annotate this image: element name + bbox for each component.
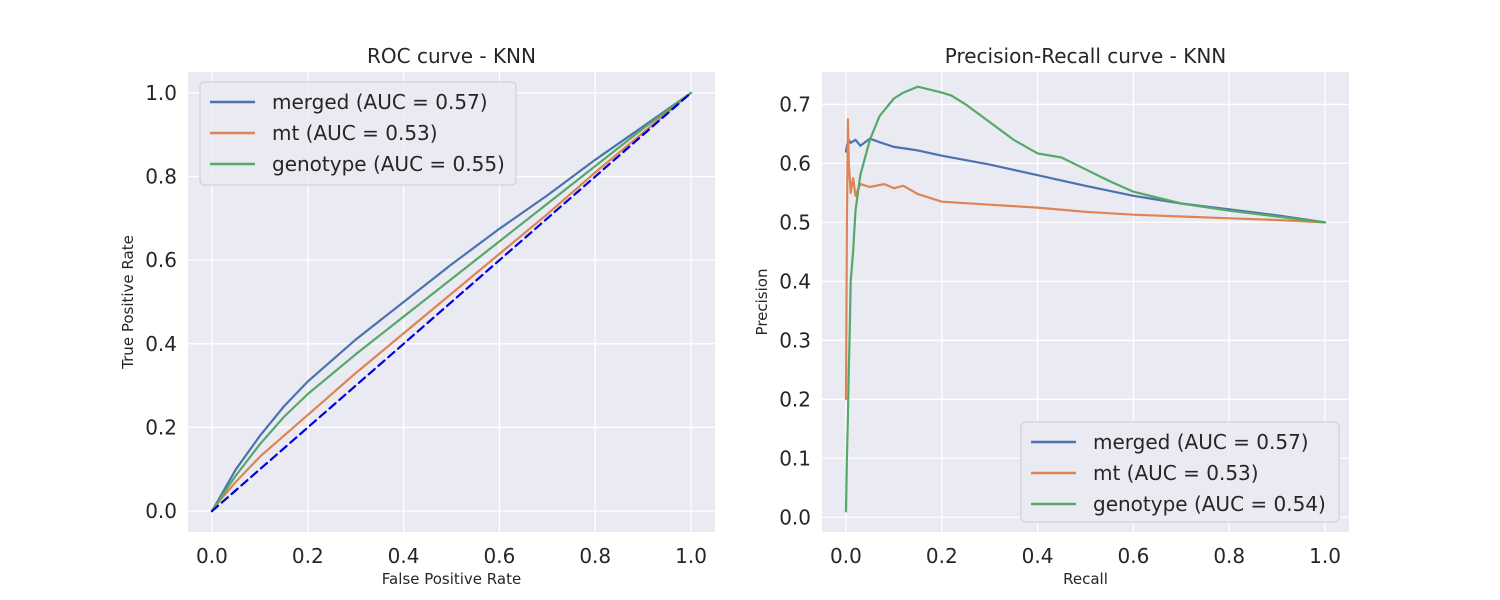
pr-ytick-label: 0.5 (779, 210, 811, 234)
roc-xtick-label: 1.0 (675, 544, 707, 568)
pr-series-2-line (844, 85, 1327, 513)
pr-ytick-label: 0.2 (779, 387, 811, 411)
roc-legend-label: genotype (AUC = 0.55) (272, 152, 505, 176)
pr-xtick-label: 0.6 (1118, 544, 1150, 568)
roc-title: ROC curve - KNN (367, 44, 536, 68)
pr-legend-label: merged (AUC = 0.57) (1093, 430, 1309, 454)
roc-ytick-label: 1.0 (145, 81, 177, 105)
pr-ytick-label: 0.1 (779, 446, 811, 470)
pr-legend-box (1020, 421, 1340, 523)
pr-xtick-label: 0.4 (1022, 544, 1054, 568)
roc-xtick-label: 0.2 (292, 544, 324, 568)
pr-legend-label: genotype (AUC = 0.54) (1093, 492, 1326, 516)
roc-ytick-label: 0.8 (145, 165, 177, 189)
pr-xtick-label: 0.2 (926, 544, 958, 568)
pr-ticks: 0.0 0.2 0.4 0.6 0.8 1.0 0.0 0.1 0.2 0.3 0.4 0.5 0.6 0… (779, 92, 1341, 568)
pr-legend-label: mt (AUC = 0.53) (1093, 461, 1259, 485)
pr-xtick-label: 0.0 (830, 544, 862, 568)
pr-ytick-label: 0.7 (779, 92, 811, 116)
roc-ytick-label: 0.6 (145, 248, 177, 272)
roc-series-0-line (210, 91, 693, 513)
roc-legend-box (199, 81, 517, 186)
roc-series-2-line (210, 91, 693, 513)
pr-xtick-label: 1.0 (1309, 544, 1341, 568)
roc-legend-label: merged (AUC = 0.57) (272, 90, 488, 114)
roc-legend: merged (AUC = 0.57) mt (AUC = 0.53) genoty… (199, 81, 517, 186)
pr-series-1-line (844, 118, 1327, 401)
pr-chart: 0.0 0.2 0.4 0.6 0.8 1.0 0.0 0.1 0.2 0.3 0.4 0.5 0.6 0… (753, 44, 1349, 588)
pr-ylabel: Precision (753, 269, 771, 336)
pr-xtick-label: 0.8 (1213, 544, 1245, 568)
roc-series-1-line (210, 91, 693, 513)
roc-xtick-label: 0.4 (388, 544, 420, 568)
roc-chart: 0.0 0.2 0.4 0.6 0.8 1.0 0.0 0.2 0.4 0.6 0.8 1.0 ROC… (119, 44, 715, 588)
pr-xlabel: Recall (1063, 570, 1108, 588)
pr-ytick-label: 0.3 (779, 328, 811, 352)
roc-xtick-label: 0.0 (196, 544, 228, 568)
roc-xtick-label: 0.8 (579, 544, 611, 568)
pr-legend: merged (AUC = 0.57) mt (AUC = 0.53) genoty… (1020, 421, 1340, 523)
pr-ytick-label: 0.0 (779, 505, 811, 529)
pr-ytick-label: 0.4 (779, 269, 811, 293)
roc-series-3-line (210, 91, 693, 513)
roc-ytick-label: 0.0 (145, 499, 177, 523)
pr-curves (844, 85, 1327, 513)
pr-ytick-label: 0.6 (779, 151, 811, 175)
roc-ticks: 0.0 0.2 0.4 0.6 0.8 1.0 0.0 0.2 0.4 0.6 0.8 1.0 (145, 81, 707, 568)
roc-xtick-label: 0.6 (484, 544, 516, 568)
roc-curves (210, 91, 693, 513)
roc-legend-label: mt (AUC = 0.53) (272, 121, 438, 145)
roc-ytick-label: 0.2 (145, 415, 177, 439)
roc-xlabel: False Positive Rate (382, 570, 521, 588)
roc-ytick-label: 0.4 (145, 332, 177, 356)
pr-title: Precision-Recall curve - KNN (945, 44, 1226, 68)
roc-ylabel: True Positive Rate (119, 235, 137, 370)
